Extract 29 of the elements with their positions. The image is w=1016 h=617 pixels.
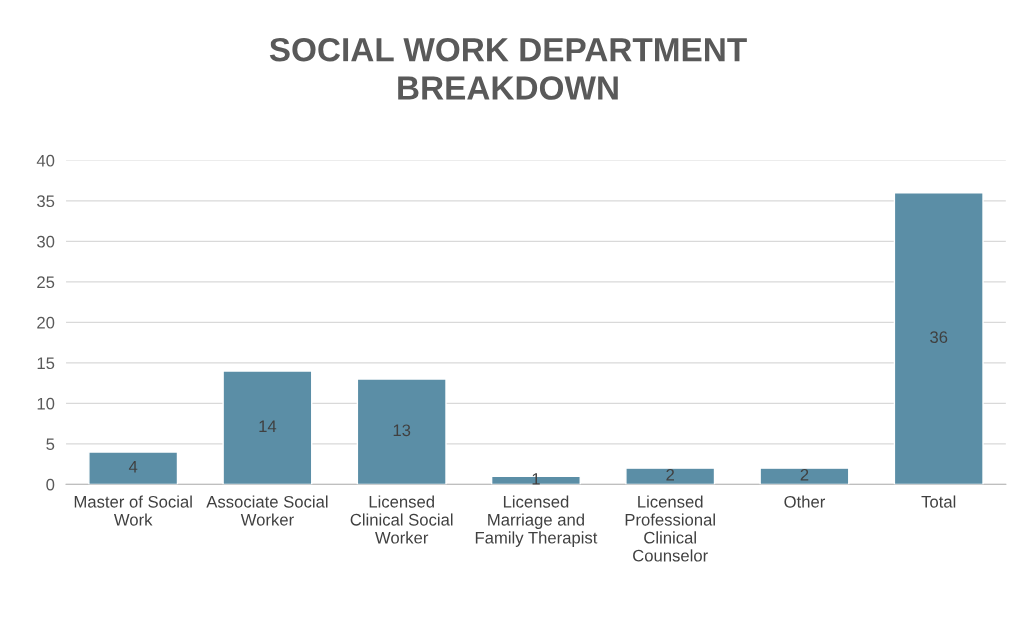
x-tick-label: Licensed Professional Clinical Counselor [625,495,715,562]
data-label: 13 [393,424,411,437]
y-tick-label: 30 [37,235,55,248]
y-tick-label: 5 [46,438,55,451]
data-label: 2 [800,468,809,481]
bar [893,192,984,485]
bar [222,370,313,485]
data-label: 14 [259,420,277,432]
x-tick-label: Master of Social Work [74,495,192,526]
bar [759,467,850,485]
y-tick-label: 35 [37,195,55,208]
x-tick-label: Other [784,495,826,508]
bar [356,378,447,485]
y-tick-label: 10 [37,397,55,410]
data-label: 36 [930,331,948,344]
data-label: 2 [666,468,674,481]
y-tick-label: 25 [37,276,55,289]
x-tick-label: Licensed Marriage and Family Therapist [475,495,598,547]
x-tick-label: Total [921,495,956,508]
y-tick-label: 20 [37,316,55,329]
y-tick-label: 40 [36,154,55,167]
bar [625,467,716,485]
chart-title: SOCIAL WORK DEPARTMENT BREAKDOWN [269,37,747,100]
x-tick-label: Associate Social Worker [206,495,328,526]
data-label: 4 [128,460,138,473]
x-tick-label: Licensed Clinical Social Worker [350,495,453,544]
y-tick-label: 0 [46,478,55,491]
y-tick-label: 15 [37,357,55,370]
bar [88,451,179,485]
